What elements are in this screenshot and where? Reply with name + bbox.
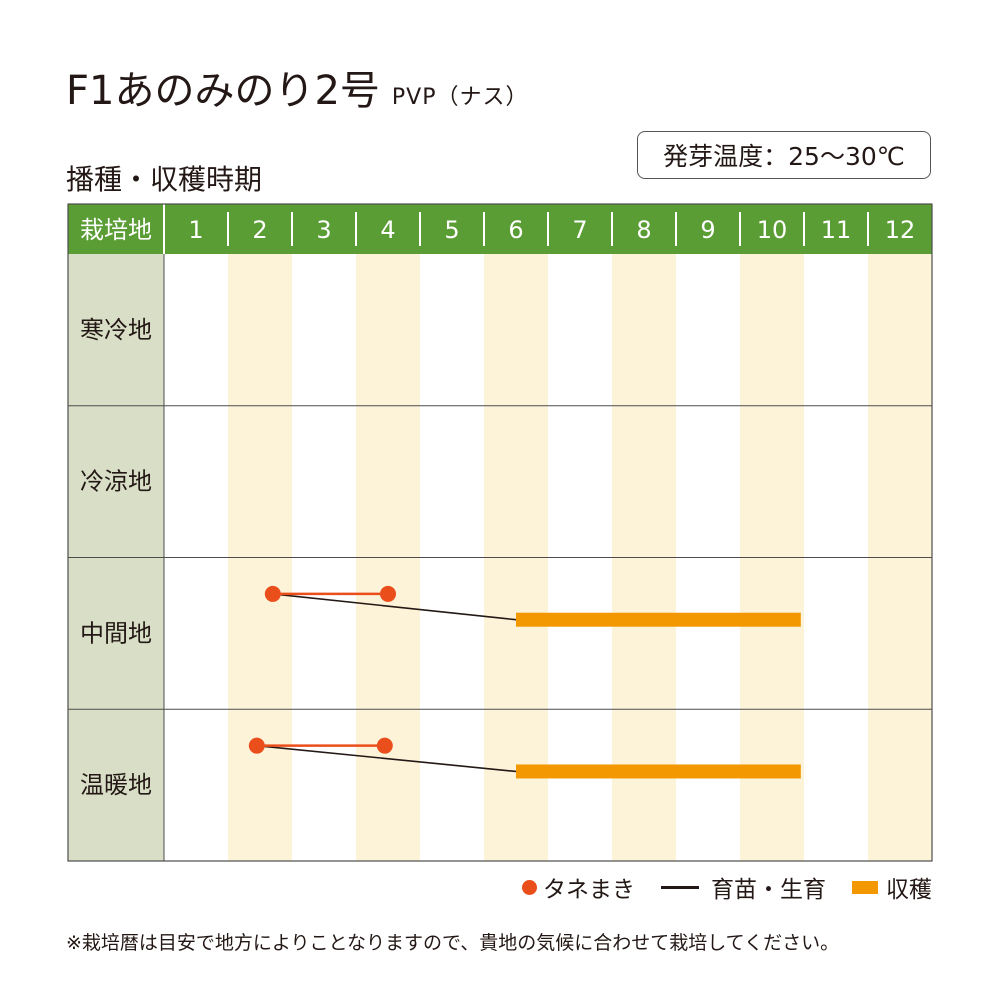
chart-border bbox=[67, 203, 933, 862]
growing-line bbox=[256, 744, 517, 773]
month-label-10: 10 bbox=[757, 216, 788, 244]
region-label-2: 冷涼地 bbox=[80, 468, 152, 496]
section-title: 播種・収穫時期 bbox=[66, 163, 263, 196]
legend-sowing-label: タネまき bbox=[543, 877, 635, 903]
growing-line bbox=[272, 593, 517, 621]
header-corner-label: 栽培地 bbox=[80, 216, 152, 244]
month-label-7: 7 bbox=[572, 216, 587, 244]
sowing-start-dot bbox=[248, 737, 265, 754]
legend-harvest: 収穫 bbox=[852, 870, 932, 904]
month-label-4: 4 bbox=[380, 216, 395, 244]
month-label-11: 11 bbox=[821, 216, 852, 244]
month-label-9: 9 bbox=[700, 216, 715, 244]
month-label-8: 8 bbox=[636, 216, 651, 244]
growing-line-icon bbox=[661, 885, 699, 889]
harvest-bar-icon bbox=[852, 880, 878, 894]
legend-growing-label: 育苗・生育 bbox=[711, 877, 826, 903]
legend-growing: 育苗・生育 bbox=[661, 870, 826, 904]
legend-sowing: タネまき bbox=[522, 870, 635, 904]
sowing-start-dot bbox=[264, 585, 281, 602]
legend-harvest-label: 収穫 bbox=[886, 877, 932, 903]
sowing-dot-icon bbox=[522, 879, 537, 895]
germination-temperature-badge: 発芽温度：25～30℃ bbox=[637, 131, 931, 179]
harvest-bar bbox=[516, 612, 801, 627]
region-label-1: 寒冷地 bbox=[80, 316, 152, 344]
month-label-2: 2 bbox=[252, 216, 267, 244]
page-title: F1あのみのり2号 PVP（ナス） bbox=[66, 58, 529, 116]
region-label-3: 中間地 bbox=[80, 619, 152, 647]
variety-subtitle: PVP（ナス） bbox=[391, 85, 529, 110]
month-label-1: 1 bbox=[188, 216, 203, 244]
harvest-bar bbox=[516, 764, 801, 779]
sowing-end-dot bbox=[376, 737, 393, 754]
variety-name: F1あのみのり2号 bbox=[66, 68, 380, 114]
region-label-4: 温暖地 bbox=[80, 771, 152, 799]
footnote: ※栽培暦は目安で地方によりことなりますので、貴地の気候に合わせて栽培してください… bbox=[66, 932, 840, 954]
month-label-6: 6 bbox=[508, 216, 523, 244]
month-label-5: 5 bbox=[444, 216, 459, 244]
sowing-end-dot bbox=[380, 585, 396, 602]
chart-legend: タネまき 育苗・生育 収穫 bbox=[496, 870, 932, 904]
month-header-bar bbox=[68, 204, 932, 254]
month-label-12: 12 bbox=[885, 216, 916, 244]
month-label-3: 3 bbox=[316, 216, 331, 244]
